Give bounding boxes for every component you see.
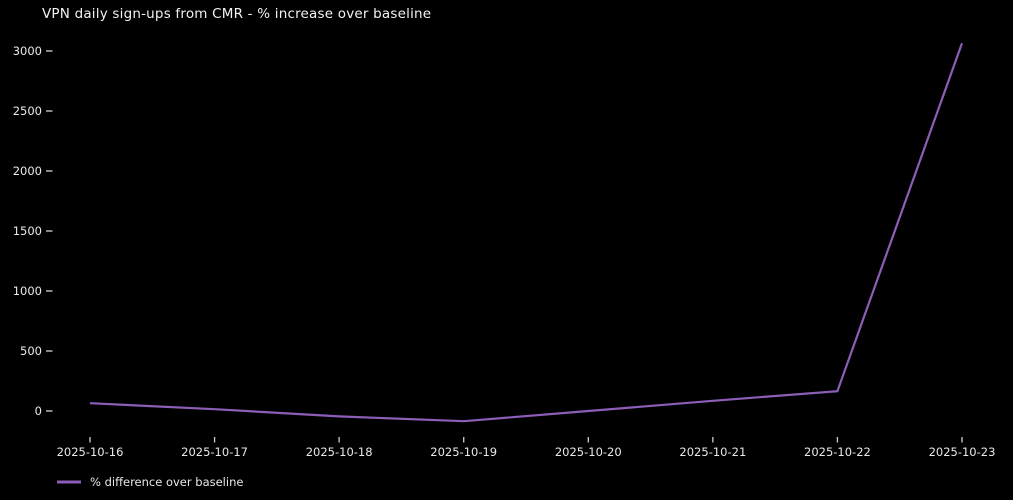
y-tick-label: 1000 xyxy=(12,284,42,298)
y-tick-label: 3000 xyxy=(12,44,42,58)
x-tick-label: 2025-10-23 xyxy=(928,445,996,459)
y-tick-label: 0 xyxy=(34,404,42,418)
y-tick-label: 2000 xyxy=(12,164,42,178)
y-tick-label: 1500 xyxy=(12,224,42,238)
x-tick-label: 2025-10-19 xyxy=(430,445,498,459)
x-tick-label: 2025-10-21 xyxy=(679,445,747,459)
chart-title: VPN daily sign-ups from CMR - % increase… xyxy=(42,6,432,22)
x-tick-label: 2025-10-20 xyxy=(554,445,622,459)
x-tick-label: 2025-10-16 xyxy=(56,445,124,459)
y-tick-label: 500 xyxy=(20,344,42,358)
x-tick-label: 2025-10-17 xyxy=(181,445,248,459)
legend-label: % difference over baseline xyxy=(90,475,244,489)
x-tick-label: 2025-10-22 xyxy=(804,445,871,459)
legend: % difference over baseline xyxy=(56,475,243,489)
legend-line-swatch xyxy=(57,480,81,484)
y-tick-label: 2500 xyxy=(12,104,42,118)
x-tick-label: 2025-10-18 xyxy=(305,445,373,459)
